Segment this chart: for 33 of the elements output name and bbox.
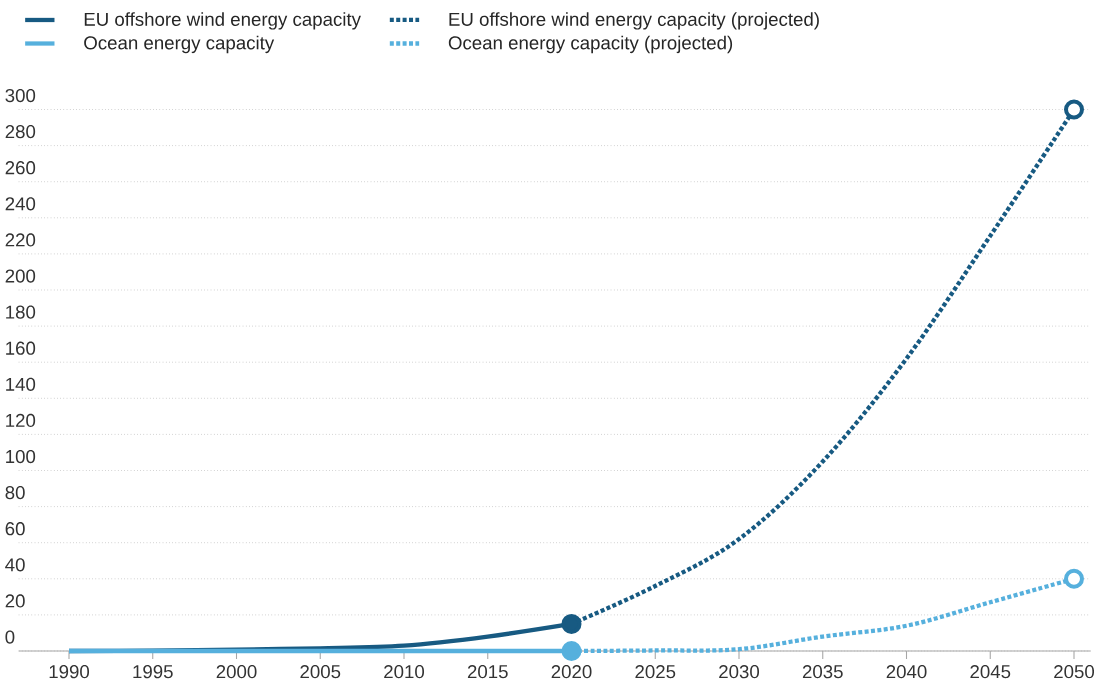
y-tick-label: 160 xyxy=(6,341,36,355)
x-tick-label: 2040 xyxy=(886,665,927,679)
y-tick-label: 60 xyxy=(5,522,25,536)
y-tick-label: 80 xyxy=(5,485,25,500)
x-tick-label: 2015 xyxy=(467,665,508,679)
legend-label: EU offshore wind energy capacity (projected) xyxy=(449,12,819,30)
legend-label: EU offshore wind energy capacity xyxy=(84,12,361,30)
y-tick-label: 180 xyxy=(6,305,36,319)
y-tick-label: 280 xyxy=(5,124,36,139)
y-tick-label: 140 xyxy=(6,377,36,391)
y-tick-label: 20 xyxy=(5,594,25,608)
y-tick-label: 0 xyxy=(5,630,15,644)
x-tick-label: 2045 xyxy=(970,665,1011,679)
x-tick-label: 1990 xyxy=(49,665,90,679)
y-tick-label: 220 xyxy=(5,233,36,247)
x-tick-label: 2010 xyxy=(384,665,425,679)
legend-label: Ocean energy capacity (projected) xyxy=(448,35,733,54)
x-tick-label: 2020 xyxy=(551,665,592,679)
y-tick-label: 260 xyxy=(5,161,36,175)
y-tick-label: 240 xyxy=(5,197,36,211)
x-tick-label: 2005 xyxy=(300,665,341,679)
y-tick-label: 40 xyxy=(5,558,25,572)
x-tick-label: 2050 xyxy=(1054,665,1094,679)
legend-label: Ocean energy capacity xyxy=(84,35,275,54)
y-tick-label: 300 xyxy=(5,88,36,103)
y-tick-label: 120 xyxy=(6,413,36,428)
x-tick-label: 2000 xyxy=(216,665,257,679)
y-tick-label: 100 xyxy=(6,449,36,464)
x-tick-label: 1995 xyxy=(133,665,173,679)
x-tick-label: 2030 xyxy=(719,665,760,679)
x-tick-label: 2035 xyxy=(802,665,843,679)
y-tick-label: 200 xyxy=(5,269,36,283)
x-tick-label: 2025 xyxy=(635,665,676,679)
